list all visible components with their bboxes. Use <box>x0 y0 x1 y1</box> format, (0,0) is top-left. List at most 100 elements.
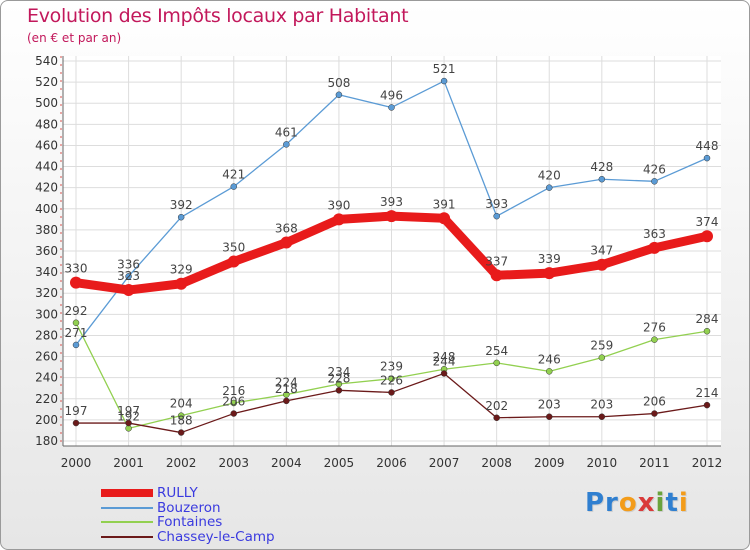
legend-label-chassey: Chassey-le-Camp <box>157 528 275 545</box>
data-label-rully: 393 <box>380 195 403 209</box>
x-tick-label: 2010 <box>587 456 618 470</box>
data-label-chassey-le-camp: 197 <box>65 404 88 418</box>
data-label-fontaines: 224 <box>275 376 298 390</box>
chart-title: Evolution des Impôts locaux par Habitant <box>27 5 409 27</box>
y-tick-label: 340 <box>35 265 58 279</box>
y-tick-label: 380 <box>35 223 58 237</box>
data-point-fontaines <box>546 368 553 375</box>
data-label-rully: 339 <box>538 252 561 266</box>
y-tick-label: 400 <box>35 202 58 216</box>
y-tick-label: 480 <box>35 117 58 131</box>
data-label-bouzeron: 336 <box>117 257 140 271</box>
data-point-bouzeron <box>335 91 343 99</box>
data-label-fontaines: 239 <box>380 360 403 374</box>
data-label-fontaines: 254 <box>485 344 508 358</box>
data-point-fontaines <box>230 399 237 407</box>
data-point-fontaines <box>72 319 80 327</box>
data-point-bouzeron <box>546 184 553 191</box>
y-tick-label: 440 <box>35 160 58 174</box>
data-label-chassey-le-camp: 228 <box>327 371 350 385</box>
data-point-chassey-le-camp <box>335 387 343 394</box>
y-tick-label: 200 <box>35 413 58 427</box>
data-label-fontaines: 276 <box>643 321 666 335</box>
data-point-rully <box>438 212 451 225</box>
data-label-fontaines: 192 <box>117 409 140 423</box>
data-label-rully: 347 <box>590 244 613 258</box>
data-label-fontaines: 259 <box>590 339 613 353</box>
data-label-rully: 330 <box>65 262 88 276</box>
legend-swatch-rully <box>101 489 153 497</box>
data-point-rully <box>701 230 713 243</box>
data-point-fontaines <box>703 327 711 335</box>
data-label-bouzeron: 521 <box>433 62 456 76</box>
data-point-chassey-le-camp <box>72 419 80 427</box>
data-label-bouzeron: 508 <box>327 76 350 90</box>
x-tick-label: 2009 <box>534 456 565 470</box>
data-point-rully <box>543 267 556 280</box>
data-point-fontaines <box>651 336 658 343</box>
legend-swatch-bouzeron <box>101 506 153 509</box>
data-point-bouzeron <box>283 141 290 148</box>
data-point-bouzeron <box>72 341 80 349</box>
data-point-rully <box>280 236 293 249</box>
data-label-rully: 368 <box>275 222 298 236</box>
x-tick-label: 2011 <box>639 456 670 470</box>
data-point-bouzeron <box>177 213 185 221</box>
data-point-bouzeron <box>703 154 711 162</box>
y-tick-label: 520 <box>35 75 58 89</box>
y-tick-label: 300 <box>35 307 58 321</box>
data-point-chassey-le-camp <box>440 370 448 377</box>
data-label-bouzeron: 461 <box>275 125 298 139</box>
data-label-bouzeron: 420 <box>538 169 561 183</box>
legend-label-rully: RULLY <box>157 485 198 501</box>
y-tick-label: 260 <box>35 350 58 364</box>
data-label-rully: 363 <box>643 227 666 241</box>
data-label-chassey-le-camp: 218 <box>275 382 298 396</box>
y-tick-label: 540 <box>35 54 58 68</box>
y-tick-label: 420 <box>35 181 58 195</box>
data-label-fontaines: 246 <box>538 352 561 366</box>
y-tick-label: 220 <box>35 392 58 406</box>
y-tick-label: 240 <box>35 371 58 385</box>
x-tick-label: 2000 <box>61 456 92 470</box>
data-label-chassey-le-camp: 214 <box>696 386 719 400</box>
y-tick-label: 460 <box>35 138 58 152</box>
data-point-chassey-le-camp <box>703 401 711 409</box>
data-point-chassey-le-camp <box>388 389 395 396</box>
legend-label-fontaines: Fontaines <box>157 514 223 530</box>
data-point-bouzeron <box>493 212 500 220</box>
data-point-rully <box>332 213 345 226</box>
data-point-rully <box>648 241 661 254</box>
data-label-bouzeron: 421 <box>222 168 245 182</box>
data-label-fontaines: 234 <box>327 365 350 379</box>
data-point-bouzeron <box>598 175 606 183</box>
data-label-chassey-le-camp: 202 <box>485 399 508 413</box>
data-point-bouzeron <box>651 178 658 185</box>
data-point-chassey-le-camp <box>283 397 290 405</box>
data-label-chassey-le-camp: 188 <box>170 414 193 428</box>
x-tick-label: 2002 <box>166 456 197 470</box>
data-label-bouzeron: 428 <box>590 160 613 174</box>
y-tick-label: 280 <box>35 328 58 342</box>
x-tick-label: 2007 <box>429 456 460 470</box>
y-tick-label: 320 <box>35 286 58 300</box>
data-label-rully: 374 <box>696 215 719 229</box>
y-tick-label: 180 <box>35 434 58 448</box>
data-point-fontaines <box>283 391 290 398</box>
data-label-chassey-le-camp: 206 <box>222 395 245 409</box>
data-point-fontaines <box>335 380 343 388</box>
data-point-chassey-le-camp <box>177 429 185 436</box>
x-tick-label: 2006 <box>376 456 407 470</box>
x-tick-label: 2008 <box>481 456 512 470</box>
data-point-bouzeron <box>440 77 448 85</box>
chart-subtitle: (en € et par an) <box>27 31 122 45</box>
x-tick-label: 2003 <box>218 456 249 470</box>
data-label-rully: 329 <box>170 263 193 277</box>
data-point-fontaines <box>493 359 500 367</box>
data-label-chassey-le-camp: 226 <box>380 373 403 387</box>
data-point-fontaines <box>177 412 185 419</box>
data-point-bouzeron <box>230 183 237 190</box>
data-label-chassey-le-camp: 203 <box>538 398 561 412</box>
